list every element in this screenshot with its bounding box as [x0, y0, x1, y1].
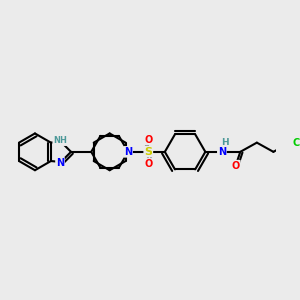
- Text: N: N: [56, 158, 64, 168]
- Text: N: N: [218, 147, 226, 157]
- Text: S: S: [144, 147, 152, 157]
- Text: H: H: [221, 138, 229, 147]
- Text: O: O: [144, 135, 152, 145]
- Text: NH: NH: [53, 136, 67, 145]
- Text: O: O: [144, 159, 152, 169]
- Text: O: O: [232, 160, 240, 171]
- Text: N: N: [124, 147, 132, 157]
- Text: Cl: Cl: [293, 138, 300, 148]
